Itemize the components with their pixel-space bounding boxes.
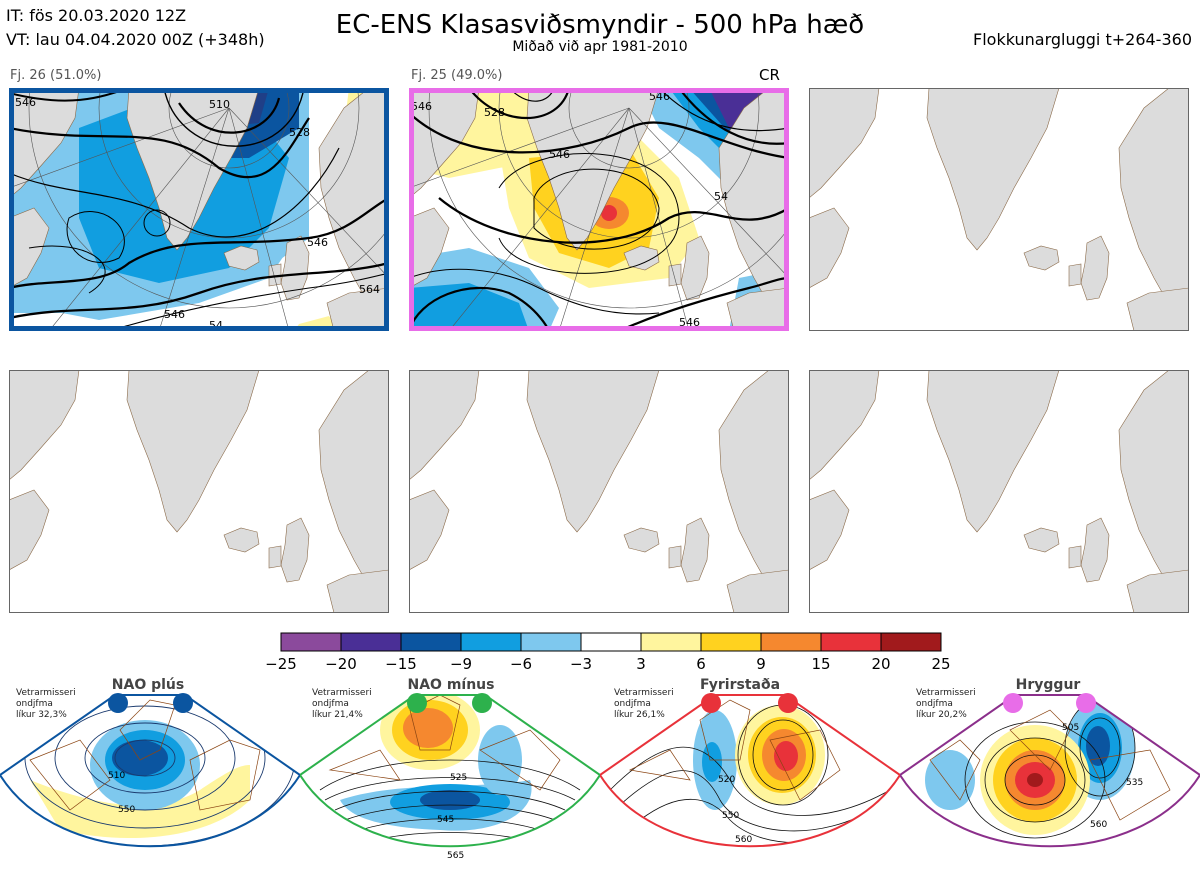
cluster-1-map: 546 510 528 546 546 564 54 [9,88,389,331]
regime-note: Vetrarmisseri ondjfma líkur 26,1% [614,688,674,720]
graticule [9,88,389,331]
colorbar-tick-label: −9 [449,655,473,673]
colorbar [280,632,942,656]
empty-map-panel [809,88,1189,331]
contour-label: 528 [289,126,310,139]
regime-marker [1003,693,1023,713]
contour-label: 510 [108,771,125,781]
contour-label: 546 [411,100,432,113]
colorbar-tick-label: 25 [931,655,951,673]
colorbar-tick-label: −3 [569,655,593,673]
colorbar-swatch [460,632,522,652]
contour-label: 546 [307,236,328,249]
contour-label: 546 [15,96,36,109]
contour-label: 510 [209,98,230,111]
colorbar-swatch [580,632,642,652]
colorbar-tick-label: −25 [265,655,297,673]
regime-marker [108,693,128,713]
contour-label: 546 [164,308,185,321]
page-subtitle: Miðað við apr 1981-2010 [512,39,688,55]
regime-note: Vetrarmisseri ondjfma líkur 32,3% [16,688,76,720]
colorbar-swatch [820,632,882,652]
colorbar-tick-label: 9 [756,655,766,673]
height-contours [409,88,789,331]
contour-label: 564 [359,283,380,296]
regime-marker [778,693,798,713]
regime-title: Hryggur [1015,677,1081,693]
colorbar-tick-label: 20 [871,655,891,673]
contour-labels: 546 510 528 546 546 564 54 [15,96,380,331]
regime-nao-minus: 525 545 565 [298,670,602,870]
regime-marker [472,693,492,713]
contour-label: 528 [484,106,505,119]
colorbar-swatch [280,632,342,652]
colorbar-swatch [760,632,822,652]
contour-label: 520 [718,775,735,785]
contour-label: 545 [437,815,454,825]
contour-label: 505 [1062,723,1079,733]
cluster-1-label: Fj. 26 (51.0%) [10,68,102,83]
colorbar-swatch [520,632,582,652]
regime-marker [407,693,427,713]
contour-labels: 528 546 546 546 54 546 [411,90,728,329]
colorbar-swatch [880,632,942,652]
height-contours [9,88,389,331]
regime-marker [1076,693,1096,713]
colorbar-tick-label: 6 [696,655,706,673]
contour-label: 546 [679,316,700,329]
regime-marker [701,693,721,713]
regime-title: NAO plús [111,677,185,693]
regime-marker [173,693,193,713]
page-title: EC-ENS Klasasviðsmyndir - 500 hPa hæð [335,10,865,40]
contour-label: 546 [649,90,670,103]
empty-map-panel [809,370,1189,613]
colorbar-swatch [340,632,402,652]
contour-label: 535 [1126,778,1143,788]
regime-note: Vetrarmisseri ondjfma líkur 20,2% [916,688,976,720]
regime-hryggur: 505 535 560 [898,670,1200,870]
colorbar-swatches [280,632,942,652]
colorbar-swatch [640,632,702,652]
regime-title: Fyrirstaða [699,677,781,693]
contour-label: 560 [735,835,752,845]
regime-note: Vetrarmisseri ondjfma líkur 21,4% [312,688,372,720]
contour-label: 550 [722,811,739,821]
colorbar-tick-label: −15 [385,655,417,673]
colorbar-tick-label: −6 [509,655,533,673]
contour-label: 546 [549,148,570,161]
regime-nao-plus: 510 550 [0,670,302,870]
empty-map-panel [9,370,389,613]
colorbar-swatch [400,632,462,652]
colorbar-tick-label: 3 [636,655,646,673]
cluster-tag: CR [759,66,780,84]
contour-label: 54 [714,190,728,203]
contour-label: 550 [118,805,135,815]
contour-label: 565 [447,851,464,861]
cluster-2-frame [409,88,789,331]
regime-title: NAO mínus [407,677,495,693]
colorbar-tick-label: 15 [811,655,831,673]
colorbar-swatch [700,632,762,652]
contour-label: 560 [1090,820,1107,830]
cluster-1-frame [9,88,389,331]
empty-map-panel [409,370,789,613]
contour-label: 525 [450,773,467,783]
colorbar-tick-label: −20 [325,655,357,673]
regime-fyrirstada: 520 550 560 [598,670,902,870]
cluster-2-label: Fj. 25 (49.0%) [411,68,503,83]
graticule [409,88,789,331]
init-time: IT: fös 20.03.2020 12Z [6,6,187,25]
cluster-window: Flokkunargluggi t+264-360 [973,30,1192,49]
cluster-2-map: 528 546 546 546 54 546 [409,88,789,331]
valid-time: VT: lau 04.04.2020 00Z (+348h) [6,30,265,49]
